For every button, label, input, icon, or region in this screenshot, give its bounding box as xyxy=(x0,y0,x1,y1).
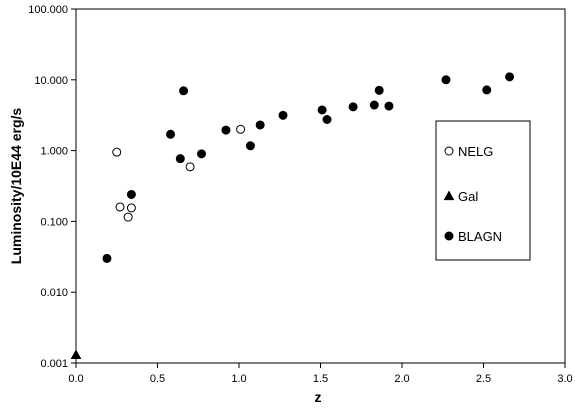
blagn-point xyxy=(102,253,112,263)
blagn-point xyxy=(278,110,288,120)
blagn-point xyxy=(322,114,332,124)
x-tick-label: 3.0 xyxy=(557,373,572,385)
x-tick-label: 1.5 xyxy=(313,373,328,385)
nelg-point xyxy=(123,212,133,222)
legend: NELG Gal BLAGN xyxy=(435,120,531,261)
blagn-point xyxy=(221,125,231,135)
legend-marker-blagn xyxy=(444,231,454,241)
x-axis-title: z xyxy=(315,389,322,405)
blagn-point xyxy=(505,72,515,82)
legend-marker-gal xyxy=(443,190,455,201)
y-tick-label: 10.000 xyxy=(34,75,68,87)
blagn-point xyxy=(482,85,492,95)
nelg-point xyxy=(115,202,125,212)
x-tick-label: 2.0 xyxy=(394,373,409,385)
nelg-point xyxy=(126,203,136,213)
data-points xyxy=(70,72,515,360)
nelg-point xyxy=(185,162,195,172)
y-axis-title: Luminosity/10E44 erg/s xyxy=(8,108,24,265)
blagn-point xyxy=(245,141,255,151)
y-tick-label: 0.010 xyxy=(40,287,68,299)
blagn-point xyxy=(348,102,358,112)
y-tick-label: 100.000 xyxy=(28,4,68,16)
y-tick-label: 0.001 xyxy=(40,358,68,370)
blagn-point xyxy=(179,86,189,96)
legend-label-blagn: BLAGN xyxy=(458,229,502,244)
blagn-point xyxy=(255,120,265,130)
y-axis: 0.001 0.010 0.100 1.000 10.000 100.000 xyxy=(28,4,76,370)
x-tick-label: 0.5 xyxy=(150,373,165,385)
blagn-point xyxy=(197,149,207,159)
blagn-point xyxy=(369,100,379,110)
legend-marker-nelg xyxy=(444,146,454,156)
y-tick-label: 1.000 xyxy=(40,146,68,158)
legend-label-nelg: NELG xyxy=(458,144,493,159)
blagn-point xyxy=(374,85,384,95)
blagn-point xyxy=(317,105,327,115)
legend-label-gal: Gal xyxy=(458,189,478,204)
nelg-point xyxy=(112,147,122,157)
blagn-point xyxy=(384,101,394,111)
x-axis: 0.0 0.5 1.0 1.5 2.0 2.5 3.0 xyxy=(68,363,573,385)
blagn-point xyxy=(441,75,451,85)
blagn-point xyxy=(126,189,136,199)
x-tick-label: 0.0 xyxy=(68,373,83,385)
blagn-point xyxy=(166,129,176,139)
x-tick-label: 1.0 xyxy=(231,373,246,385)
y-tick-label: 0.100 xyxy=(40,216,68,228)
x-tick-label: 2.5 xyxy=(476,373,491,385)
blagn-point xyxy=(175,154,185,164)
nelg-point xyxy=(236,124,246,134)
gal-point xyxy=(70,349,82,360)
